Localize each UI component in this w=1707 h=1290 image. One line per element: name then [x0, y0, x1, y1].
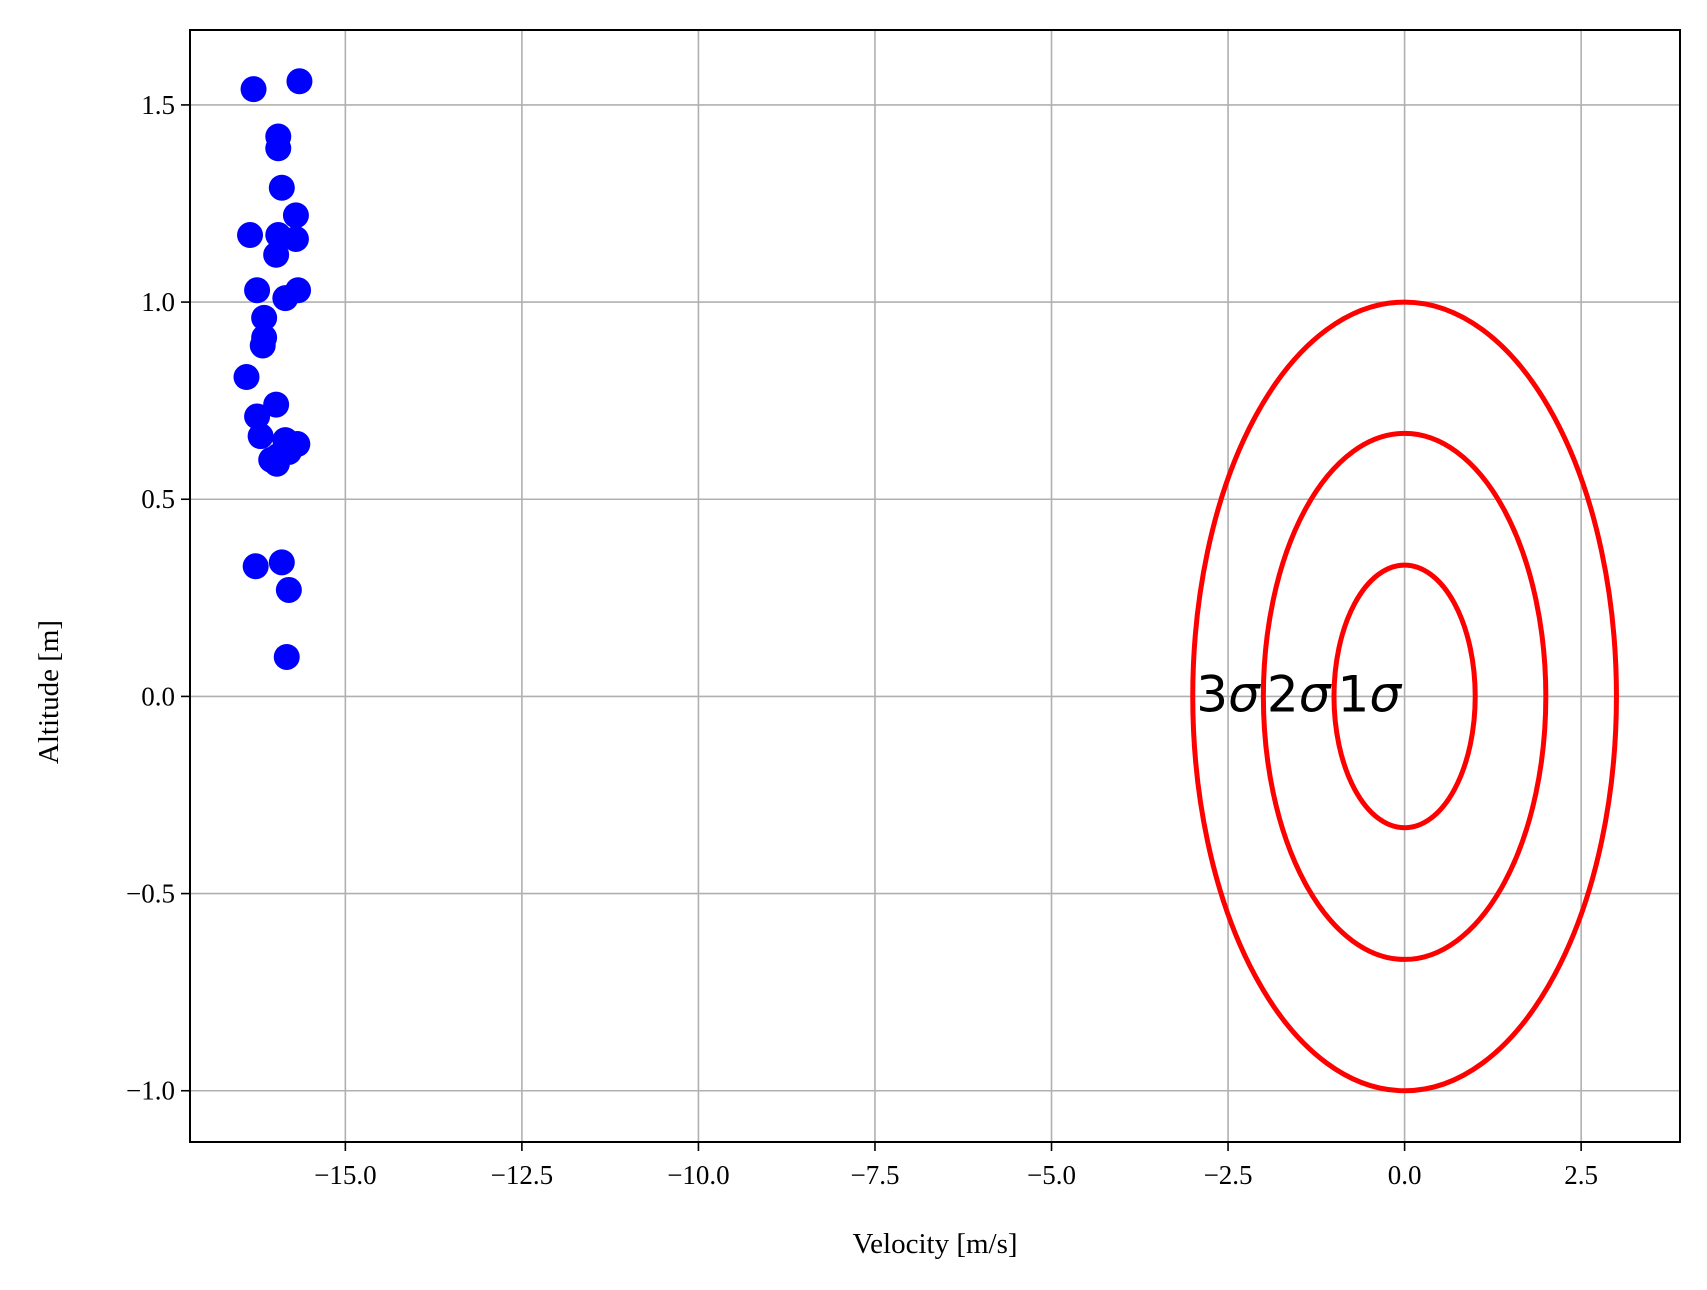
scatter-point — [268, 174, 295, 201]
scatter-point — [273, 643, 300, 670]
grid — [190, 30, 1680, 1142]
y-tick-label: −1.0 — [126, 1076, 175, 1106]
scatter-point — [263, 241, 290, 268]
x-axis-label: Velocity [m/s] — [852, 1228, 1017, 1260]
x-tick-label: −12.5 — [491, 1160, 553, 1190]
y-tick-label: 1.0 — [141, 287, 175, 317]
sigma-label: 3σ — [1196, 665, 1261, 723]
scatter-point — [268, 549, 295, 576]
scatter-point — [282, 202, 309, 229]
plot-frame — [189, 29, 1681, 1143]
scatter-point — [247, 423, 274, 450]
scatter-point — [251, 304, 278, 331]
y-axis-ticks: −1.0 −0.5 0.0 0.5 1.0 1.5 — [126, 90, 190, 1106]
scatter-point — [275, 576, 302, 603]
x-tick-label: −2.5 — [1204, 1160, 1253, 1190]
x-tick-label: 0.0 — [1388, 1160, 1422, 1190]
scatter-point — [285, 277, 312, 304]
sigma-1-ellipse — [1331, 562, 1478, 831]
scatter-point — [244, 277, 271, 304]
sigma-3-ellipse — [1190, 299, 1619, 1094]
scatter-point — [240, 76, 267, 103]
scatter-point — [233, 364, 260, 391]
x-tick-label: −15.0 — [314, 1160, 376, 1190]
scatter-point — [286, 68, 313, 95]
scatter-point — [249, 332, 276, 359]
y-tick-label: 0.5 — [141, 484, 175, 514]
x-tick-label: 2.5 — [1564, 1160, 1598, 1190]
sigma-2-ellipse — [1260, 430, 1549, 962]
sigma-label: 2σ — [1267, 665, 1332, 723]
scatter-points — [233, 68, 313, 670]
sigma-annotations: 3σ 2σ 1σ — [1196, 665, 1402, 723]
y-tick-label: −0.5 — [126, 879, 175, 909]
scatter-point — [265, 135, 292, 162]
scatter-point — [242, 553, 269, 580]
sigma-label: 1σ — [1338, 665, 1403, 723]
scatter-point — [244, 403, 271, 430]
y-tick-label: 1.5 — [141, 90, 175, 120]
y-axis-label: Altitude [m] — [33, 620, 65, 764]
sigma-ellipses — [1190, 299, 1619, 1094]
scatter-point — [282, 225, 309, 252]
scatter-point — [263, 450, 290, 477]
x-axis-ticks: −15.0 −12.5 −10.0 −7.5 −5.0 −2.5 0.0 2.5 — [314, 1142, 1598, 1190]
x-tick-label: −10.0 — [667, 1160, 729, 1190]
x-tick-label: −7.5 — [850, 1160, 899, 1190]
scatter-point — [237, 222, 264, 249]
x-tick-label: −5.0 — [1027, 1160, 1076, 1190]
scatter-point — [263, 391, 290, 418]
y-tick-label: 0.0 — [141, 681, 175, 711]
